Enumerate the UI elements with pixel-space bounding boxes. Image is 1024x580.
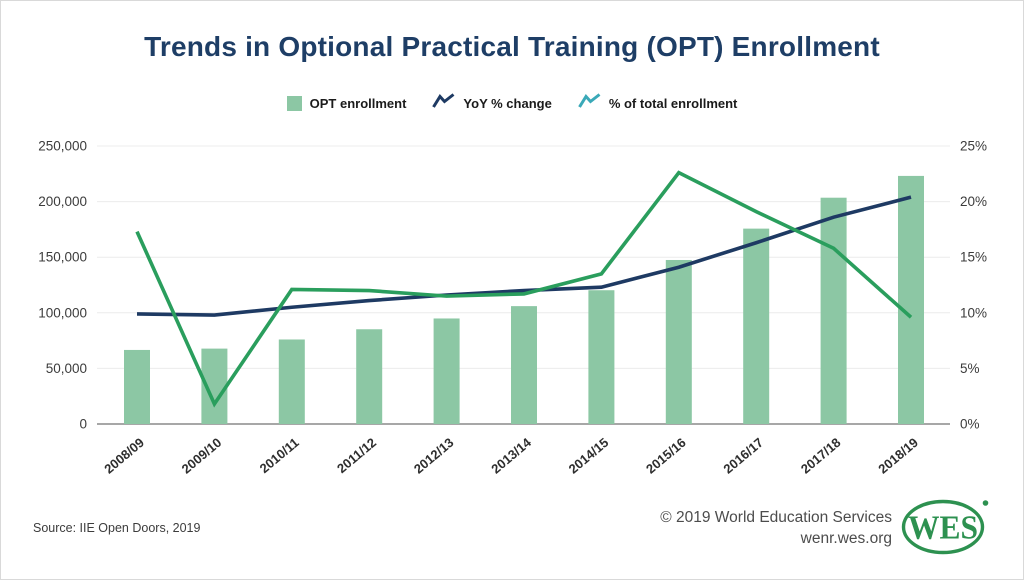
wes-logo: WES: [901, 497, 989, 560]
left-axis-tick: 50,000: [46, 361, 87, 376]
left-axis-tick: 100,000: [38, 305, 87, 320]
bar-2010-11: [278, 339, 305, 424]
bar-2008-09: [124, 349, 150, 424]
right-axis-tick: 5%: [960, 361, 980, 376]
x-axis-label: 2012/13: [411, 435, 457, 477]
right-axis-tick: 15%: [960, 250, 987, 265]
x-axis-label: 2018/19: [875, 435, 921, 477]
bar-2016-17: [743, 228, 770, 424]
legend-item-pct-total: % of total enrollment: [578, 93, 738, 114]
legend-item-opt-enrollment: OPT enrollment: [286, 96, 407, 111]
copyright-block: © 2019 World Education Services wenr.wes…: [660, 507, 892, 549]
bar-2018-19: [898, 175, 924, 424]
x-axis-label: 2009/10: [179, 435, 225, 477]
logo-wordmark: WES: [908, 510, 978, 547]
chart-canvas: 0 0% 50,000 5% 100,000 10% 150,000 15% 200,000 20…: [38, 139, 987, 477]
chart-title: Trends in Optional Practical Training (O…: [144, 31, 880, 62]
logo-trademark-dot: [982, 500, 989, 506]
bar-2015-16: [665, 259, 692, 424]
left-axis-tick: 150,000: [38, 250, 87, 265]
right-axis-tick: 25%: [960, 139, 987, 154]
left-axis-tick: 200,000: [38, 194, 87, 209]
bar-2011-12: [356, 329, 383, 424]
website-url[interactable]: wenr.wes.org: [800, 530, 892, 547]
copyright-text: © 2019 World Education Services: [660, 509, 892, 526]
legend-label: OPT enrollment: [309, 96, 407, 111]
x-axis-label: 2013/14: [488, 434, 534, 476]
bar-2012-13: [433, 318, 460, 424]
line-zigzag-icon: [578, 93, 601, 114]
line-yoy-change: [135, 170, 913, 408]
legend-item-yoy-change: YoY % change: [432, 93, 552, 114]
right-axis-tick: 0%: [960, 417, 980, 432]
bar-2014-15: [588, 290, 615, 424]
x-axis-label: 2015/16: [643, 435, 689, 477]
legend-label: YoY % change: [463, 96, 552, 111]
x-axis-label: 2011/12: [334, 435, 379, 476]
bar-2013-14: [511, 306, 537, 424]
line-zigzag-icon: [432, 93, 455, 114]
x-axis-label: 2016/17: [720, 435, 766, 477]
x-axis-label: 2008/09: [101, 435, 147, 477]
bar-swatch-icon: [286, 96, 302, 111]
right-axis-tick: 20%: [960, 194, 987, 209]
x-axis-label: 2014/15: [566, 435, 612, 477]
right-axis-tick: 10%: [960, 305, 987, 320]
x-axis-label: 2010/11: [257, 435, 302, 476]
legend-label: % of total enrollment: [608, 96, 738, 111]
left-axis-tick: 250,000: [38, 139, 87, 154]
line--of-total-enrollment: [136, 195, 912, 317]
logo-ellipse: [901, 499, 985, 555]
chart-legend: OPT enrollment YoY % change % of total e…: [1, 93, 1023, 114]
left-axis-tick: 0: [79, 417, 87, 432]
x-axis-label: 2017/18: [798, 435, 844, 477]
bar-2017-18: [820, 197, 847, 424]
source-note: Source: IIE Open Doors, 2019: [33, 521, 201, 535]
